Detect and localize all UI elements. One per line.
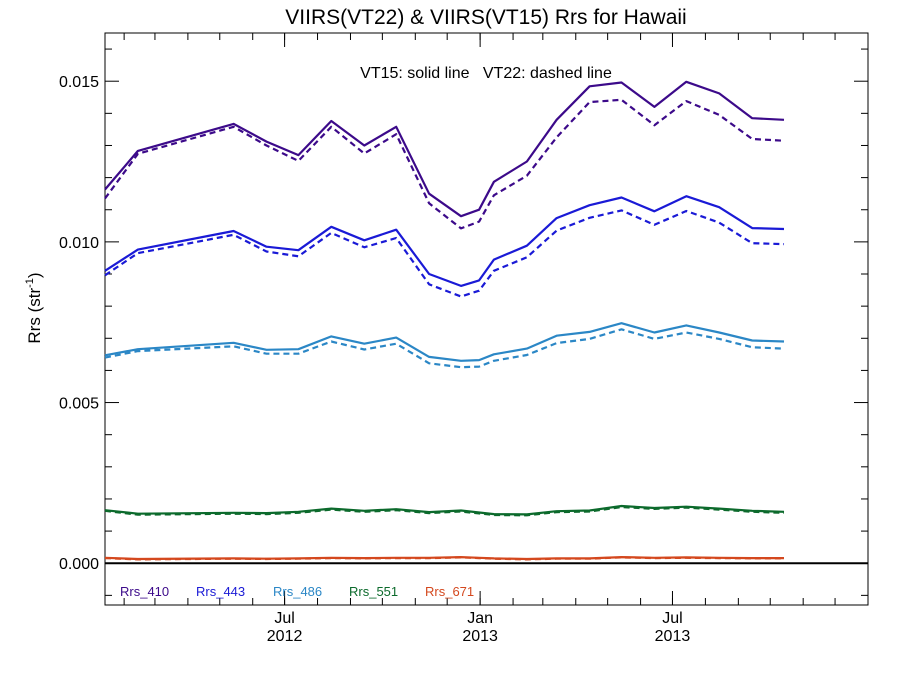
- line-style-note: VT15: solid line VT22: dashed line: [360, 65, 612, 82]
- series-line-rrs-551-vt22: [104, 505, 785, 517]
- legend-entry-rrs-671: Rrs_671: [425, 584, 474, 599]
- y-tick-label: 0.010: [59, 235, 99, 252]
- y-tick-label: 0.000: [59, 556, 99, 573]
- chart-title: VIIRS(VT22) & VIIRS(VT15) Rrs for Hawaii: [285, 6, 686, 29]
- y-axis-label-tail: ): [25, 272, 44, 278]
- series-line-rrs-443-vt15: [104, 195, 785, 287]
- y-axis-label-superscript: -1: [24, 278, 36, 288]
- x-tick-label-month: Jul: [274, 610, 294, 627]
- legend-entry-rrs-410: Rrs_410: [120, 584, 169, 599]
- plot-frame: [104, 32, 869, 606]
- x-tick-label-year: 2013: [655, 628, 691, 645]
- series-line-rrs-486-vt15: [104, 322, 785, 362]
- legend-entry-rrs-551: Rrs_551: [349, 584, 398, 599]
- legend: Rrs_410 Rrs_443 Rrs_486 Rrs_551 Rrs_671: [120, 584, 474, 599]
- x-tick-label-year: 2013: [462, 628, 498, 645]
- x-tick-label-year: 2012: [267, 628, 303, 645]
- y-axis-label-main: Rrs (str: [25, 288, 44, 344]
- svg-text:Rrs (str-1): Rrs (str-1): [24, 272, 44, 343]
- legend-entry-rrs-443: Rrs_443: [196, 584, 245, 599]
- series-line-rrs-410-vt22: [104, 98, 785, 230]
- series-line-rrs-410-vt15: [104, 80, 785, 218]
- y-axis-label: Rrs (str-1): [24, 272, 44, 343]
- y-tick-label: 0.015: [59, 74, 99, 91]
- y-tick-label: 0.005: [59, 396, 99, 413]
- legend-entry-rrs-486: Rrs_486: [273, 584, 322, 599]
- series-line-rrs-443-vt22: [104, 209, 785, 298]
- series-line-rrs-671-vt22: [104, 556, 784, 561]
- x-tick-label-month: Jul: [662, 610, 682, 627]
- x-tick-label-month: Jan: [467, 610, 493, 627]
- series-line-rrs-486-vt22: [104, 328, 785, 369]
